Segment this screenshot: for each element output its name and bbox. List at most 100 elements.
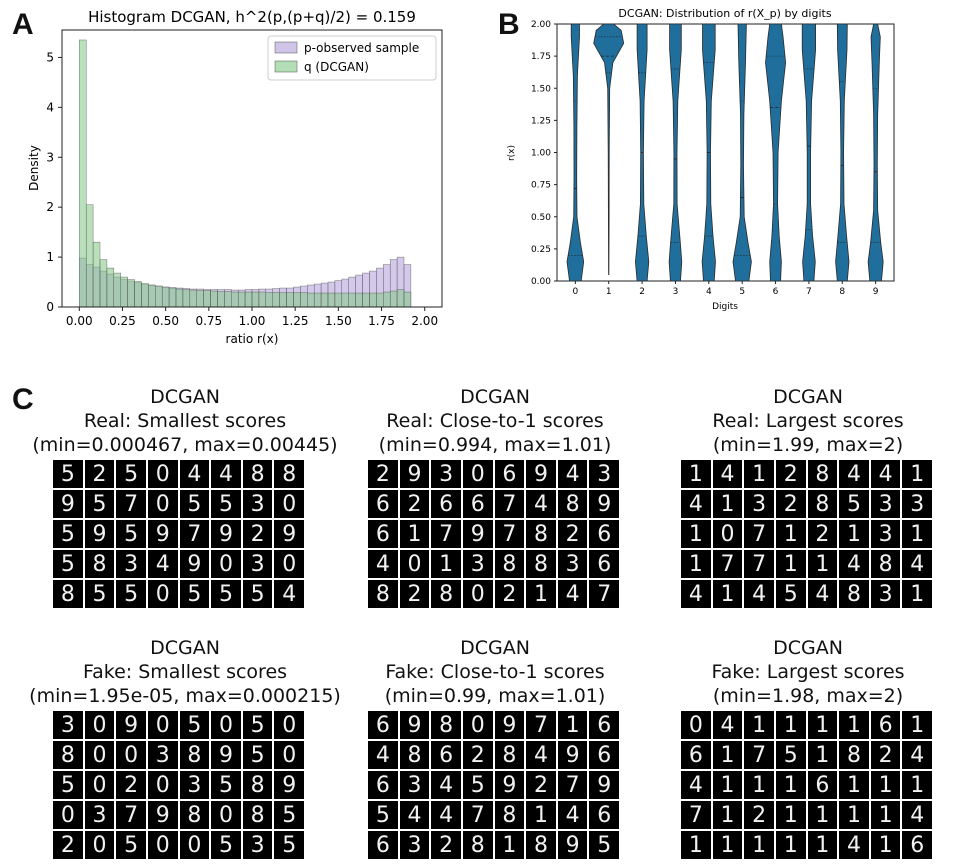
digit-sample: 4 xyxy=(431,771,461,799)
digit-sample: 1 xyxy=(744,711,774,739)
hist-bar-q xyxy=(127,279,135,308)
violin-x-tick-label: 3 xyxy=(673,287,679,297)
hist-bar-q xyxy=(161,286,170,308)
hist-x-tick-label: 0.00 xyxy=(66,314,93,328)
digit-sample: 5 xyxy=(53,520,83,548)
digit-sample: 0 xyxy=(712,520,743,548)
digit-sample: 9 xyxy=(494,711,525,739)
digit-sample: 1 xyxy=(712,831,743,859)
digit-sample: 5 xyxy=(211,831,241,859)
violin-x-tick-label: 1 xyxy=(606,287,612,297)
digit-sample: 0 xyxy=(211,550,241,578)
digit-sample: 5 xyxy=(211,490,241,518)
hist-bar-q xyxy=(196,290,204,308)
digit-sample: 1 xyxy=(681,460,711,488)
digit-sample: 9 xyxy=(147,520,178,548)
digit-sample: 2 xyxy=(116,771,146,799)
digit-sample: 2 xyxy=(53,831,83,859)
violin-y-tick-label: 1.25 xyxy=(531,116,551,126)
digit-sample: 1 xyxy=(807,550,838,578)
digit-sample: 4 xyxy=(807,580,838,608)
violin-y-tick-label: 0.00 xyxy=(531,277,551,287)
violin-x-tick-label: 2 xyxy=(639,287,645,297)
digit-sample: 3 xyxy=(557,550,588,578)
grid-title-real-largest: DCGAN Real: Largest scores (min=1.99, ma… xyxy=(712,386,904,456)
violin-digit-7 xyxy=(801,23,816,282)
digit-sample: 1 xyxy=(807,801,838,829)
digit-sample: 0 xyxy=(147,831,178,859)
digit-sample: 1 xyxy=(431,550,461,578)
digit-sample: 0 xyxy=(84,741,115,769)
digit-sample: 1 xyxy=(775,711,806,739)
digit-sample: 4 xyxy=(902,741,932,769)
digit-sample: 0 xyxy=(681,711,711,739)
hist-bar-q xyxy=(286,292,294,308)
hist-bar-q xyxy=(113,272,121,308)
histogram-legend: p-observed sample q (DCGAN) xyxy=(267,35,437,81)
digit-sample: 4 xyxy=(839,831,869,859)
digit-sample: 8 xyxy=(84,550,115,578)
digit-sample: 5 xyxy=(242,580,273,608)
digit-sample: 1 xyxy=(839,711,869,739)
hist-bar-q xyxy=(210,290,218,308)
digit-sample: 5 xyxy=(116,460,146,488)
digit-sample: 1 xyxy=(902,771,932,799)
digit-sample: 3 xyxy=(870,520,901,548)
digit-sample: 4 xyxy=(681,771,711,799)
digit-sample: 0 xyxy=(211,711,241,739)
digit-sample: 1 xyxy=(807,741,838,769)
hist-bar-q xyxy=(313,292,322,308)
digit-sample: 4 xyxy=(399,801,430,829)
hist-bar-q xyxy=(85,204,94,308)
hist-x-tick-label: 1.25 xyxy=(282,314,309,328)
digit-sample: 8 xyxy=(399,741,430,769)
digit-sample: 9 xyxy=(526,460,556,488)
legend-label-q: q (DCGAN) xyxy=(304,60,369,74)
hist-bar-q xyxy=(389,290,398,308)
digit-sample: 6 xyxy=(902,831,932,859)
violin-digit-9 xyxy=(867,23,884,282)
digit-sample: 5 xyxy=(211,771,241,799)
digit-sample: 7 xyxy=(494,520,525,548)
digit-sample: 1 xyxy=(839,771,869,799)
hist-bar-q xyxy=(231,291,239,308)
histogram-chart: 0.00 0.25 0.50 0.75 1.00 1.25 1.50 1.75 2.00 0 1 2 3… xyxy=(27,8,443,346)
hist-bar-q xyxy=(327,292,336,308)
digit-sample: 7 xyxy=(744,741,774,769)
digit-sample: 1 xyxy=(712,490,743,518)
hist-bar-q xyxy=(175,288,184,308)
digit-sample: 4 xyxy=(368,741,398,769)
digit-sample: 0 xyxy=(147,711,178,739)
hist-bar-q xyxy=(155,285,163,308)
digit-sample: 4 xyxy=(557,801,588,829)
hist-bar-q xyxy=(293,292,301,308)
digit-sample: 0 xyxy=(274,490,304,518)
digit-sample: 1 xyxy=(775,520,806,548)
grid-title-fake-close: DCGAN Fake: Close-to-1 scores (min=0.99,… xyxy=(384,637,606,707)
violin-x-tick-label: 8 xyxy=(839,287,845,297)
digit-sample: 9 xyxy=(462,520,493,548)
digit-sample: 4 xyxy=(431,801,461,829)
digit-sample: 7 xyxy=(431,520,461,548)
panel-label-c: C xyxy=(12,383,34,416)
digit-sample: 4 xyxy=(870,460,901,488)
digit-sample: 1 xyxy=(775,801,806,829)
violin-y-label: r(x) xyxy=(507,145,517,161)
hist-bar-q xyxy=(376,292,384,308)
digit-sample: 4 xyxy=(147,550,178,578)
hist-bar-q xyxy=(148,284,156,308)
digit-sample: 0 xyxy=(53,801,83,829)
digit-sample: 4 xyxy=(902,550,932,578)
histogram-title: Histogram DCGAN, h^2(p,(p+q)/2) = 0.159 xyxy=(88,8,416,26)
violin-y-tick-label: 1.50 xyxy=(531,84,551,94)
digit-sample: 5 xyxy=(589,831,619,859)
digit-sample: 9 xyxy=(274,771,304,799)
digit-sample: 8 xyxy=(462,831,493,859)
digit-sample: 1 xyxy=(839,801,869,829)
digit-sample: 9 xyxy=(147,801,178,829)
hist-y-tick-label: 0 xyxy=(46,300,54,314)
digit-sample: 2 xyxy=(399,580,430,608)
hist-y-tick-label: 1 xyxy=(46,250,54,264)
digit-sample: 4 xyxy=(839,550,869,578)
